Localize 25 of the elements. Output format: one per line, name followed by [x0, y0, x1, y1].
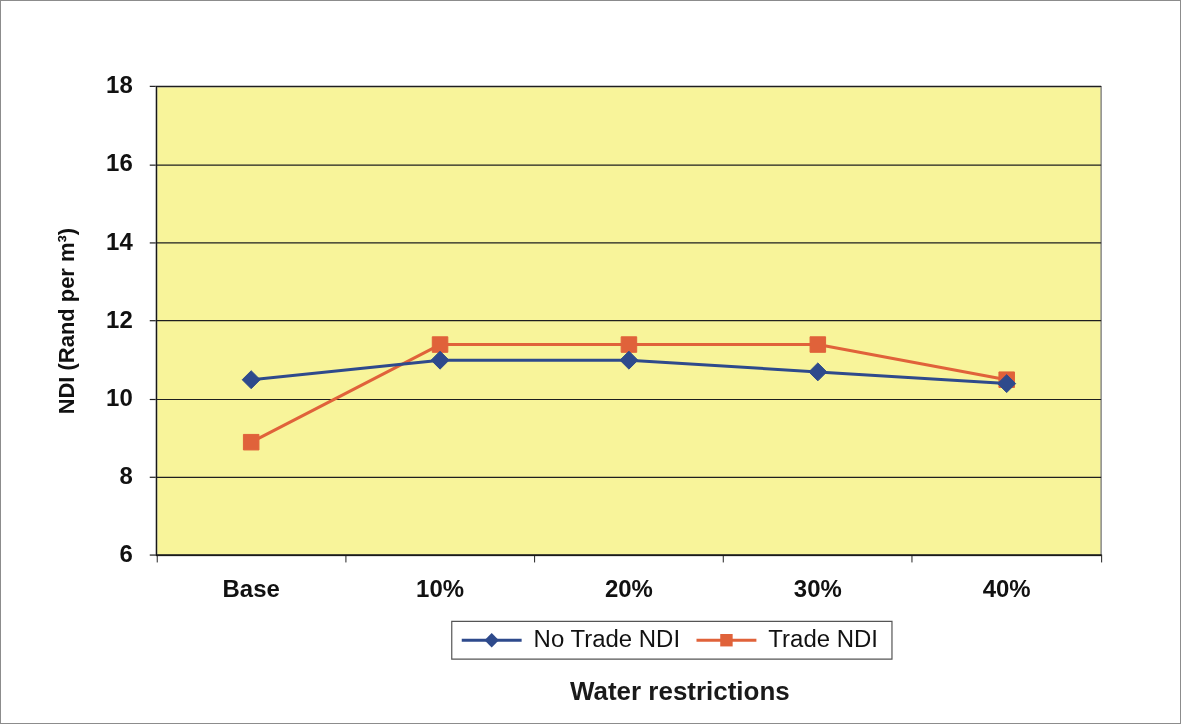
point [809, 336, 827, 353]
point [241, 370, 261, 390]
legend-label: Trade NDI [768, 624, 878, 652]
point [808, 362, 828, 382]
point [431, 336, 449, 353]
x-tick-label: 20% [604, 575, 653, 603]
y-tick-label: 18 [106, 71, 133, 99]
point [430, 350, 450, 370]
x-tick-label: 40% [982, 575, 1031, 603]
point [620, 336, 638, 353]
y-tick-label: 16 [106, 149, 133, 177]
y-tick-label: 8 [119, 461, 133, 489]
legend-label: No Trade NDI [533, 624, 681, 652]
x-axis-title: Water restrictions [570, 677, 790, 706]
point [997, 374, 1017, 394]
point [619, 350, 639, 370]
x-tick-label: 10% [416, 575, 465, 603]
x-tick-label: 30% [793, 575, 842, 603]
y-tick-label: 14 [106, 227, 134, 255]
y-axis-title: NDI (Rand per m³) [54, 227, 80, 415]
y-tick-label: 10 [106, 383, 133, 411]
point [242, 433, 260, 451]
y-tick-label: 12 [106, 305, 133, 333]
x-tick-label: Base [222, 575, 280, 603]
y-tick-label: 6 [119, 540, 133, 568]
